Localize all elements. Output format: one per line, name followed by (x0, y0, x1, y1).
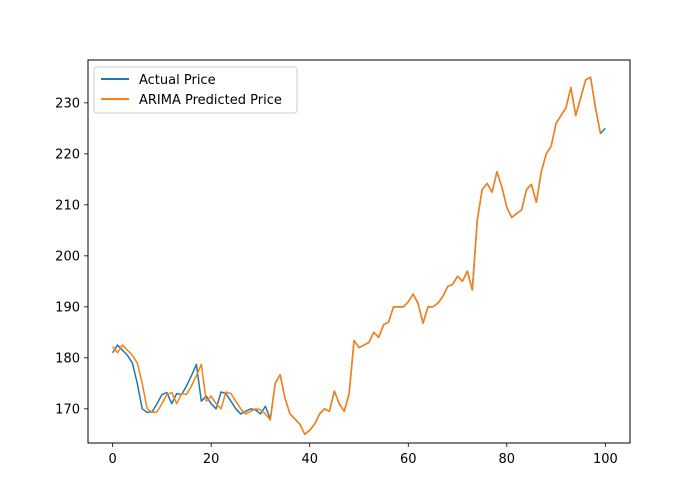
legend: Actual Price ARIMA Predicted Price (93, 66, 298, 114)
x-tick-label: 0 (108, 452, 116, 467)
y-tick-label: 220 (55, 147, 80, 162)
x-tick-label: 80 (499, 452, 516, 467)
y-tick-label: 210 (55, 198, 80, 213)
plot-frame (87, 59, 631, 444)
legend-label-actual-price: Actual Price (139, 73, 216, 88)
y-tick-label: 200 (55, 249, 80, 264)
y-axis: 170 180 190 200 210 220 230 (55, 96, 88, 417)
y-tick-label: 180 (55, 351, 80, 366)
y-tick-label: 170 (55, 402, 80, 417)
series-layer (112, 76, 606, 436)
x-tick-label: 100 (593, 452, 618, 467)
x-axis: 0 20 40 60 80 100 (108, 443, 618, 467)
x-tick-label: 40 (301, 452, 318, 467)
y-tick-label: 190 (55, 300, 80, 315)
legend-label-arima-predicted-price: ARIMA Predicted Price (139, 93, 282, 108)
y-tick-label: 230 (55, 96, 80, 111)
legend-box (93, 66, 298, 114)
x-tick-label: 60 (400, 452, 417, 467)
x-tick-label: 20 (203, 452, 220, 467)
series-line-arima-predicted-price (112, 76, 602, 436)
